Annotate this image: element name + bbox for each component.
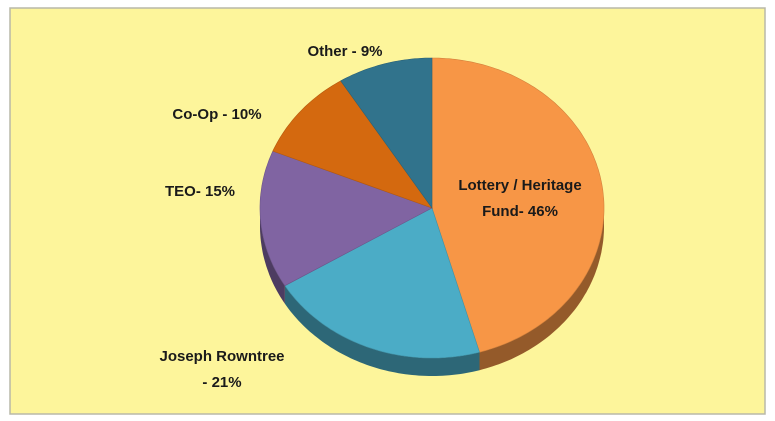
slice-label: Co-Op - 10% [172, 106, 261, 123]
pie-slice [431, 57, 605, 353]
pie-slice-side [479, 208, 604, 371]
slice-label-line: Co-Op - 10% [172, 106, 261, 123]
slice-label: Joseph Rowntree - 21% [159, 348, 284, 391]
slice-label-line: Lottery / Heritage [458, 177, 581, 194]
pie-slice [259, 150, 433, 287]
pie-slice [272, 80, 433, 209]
pie-slice-side [260, 208, 285, 304]
slice-label-line: TEO- 15% [165, 183, 235, 200]
slice-label-line: - 21% [202, 374, 241, 391]
slice-label-line: Fund- 46% [482, 203, 558, 220]
slice-label-line: Other - 9% [307, 43, 382, 60]
slice-label: TEO- 15% [165, 183, 235, 200]
slice-label-line: Joseph Rowntree [159, 348, 284, 365]
pie-slice-side [284, 285, 480, 376]
slice-label: Lottery / Heritage Fund- 46% [458, 177, 581, 220]
pie-slice [340, 57, 433, 209]
slice-label: Other - 9% [307, 43, 382, 60]
pie-slice [284, 207, 480, 359]
